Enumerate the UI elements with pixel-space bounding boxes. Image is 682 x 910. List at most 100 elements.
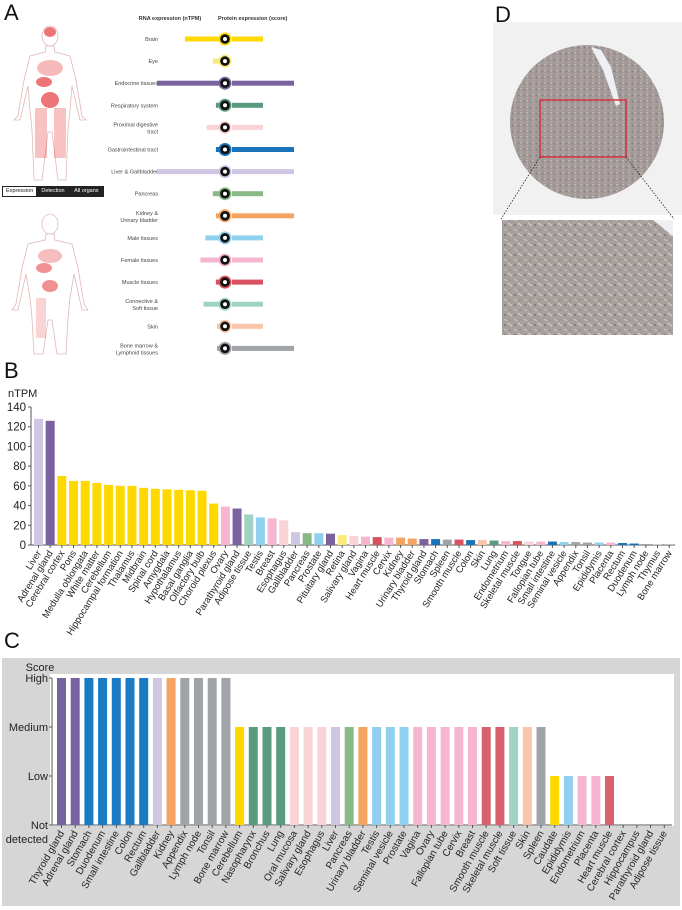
bar-colon <box>466 540 476 545</box>
organ-icon-glyph <box>223 302 227 307</box>
bar-lymph-node <box>194 678 203 825</box>
organ-icon-glyph <box>223 147 227 152</box>
organ-icon-glyph <box>223 324 227 329</box>
y-tick-label: Medium <box>9 722 48 734</box>
organ-label: Proximal digestive <box>113 122 158 128</box>
bar-stomach <box>431 539 441 545</box>
panel-label-d: D <box>495 2 511 27</box>
bar-appendix <box>571 542 581 545</box>
bar-urinary-bladder <box>407 538 417 545</box>
body-anatomy-figures <box>11 25 89 355</box>
organ-expression-list: Brain Eye Endocrine tissues Respiratory sys… <box>108 32 294 356</box>
vessel <box>591 47 620 106</box>
panel-label-a: A <box>4 0 19 25</box>
organ-row-gastrointestinal-tract: Gastrointestinal tract <box>108 143 294 156</box>
bar-spinal-cord <box>150 488 160 545</box>
organ-row-respiratory-system: Respiratory system <box>111 98 263 112</box>
y-tick-label: 120 <box>7 422 26 434</box>
protein-bar <box>232 191 263 197</box>
protein-bar <box>232 102 263 108</box>
rna-bar <box>215 279 219 285</box>
bar-bronchus <box>262 727 272 825</box>
bar-pancreas <box>344 727 354 825</box>
bar-basal-ganglia <box>185 490 195 545</box>
rna-bar <box>205 235 219 241</box>
organ-label: Kidney & <box>136 211 158 217</box>
organ-label: Gastrointestinal tract <box>108 148 159 154</box>
bar-placenta <box>591 776 601 825</box>
bar-tonsil <box>582 542 592 545</box>
bar-olfactory-bulb <box>197 490 207 545</box>
bar-caudate <box>550 776 560 825</box>
rna-bar <box>184 36 219 42</box>
toggle-expression[interactable]: Expression <box>3 187 37 196</box>
bar-placenta <box>606 542 616 545</box>
bar-kidney <box>166 678 176 825</box>
protein-bar <box>232 147 294 152</box>
panel-label-c: C <box>4 628 20 653</box>
tissue-zoom-image <box>502 220 673 335</box>
bar-small-intestine <box>111 678 121 825</box>
vessel-zoom <box>653 220 673 236</box>
bar-salivary-gland <box>303 727 313 825</box>
bar-heart-muscle <box>372 537 382 545</box>
bar-salivary-gland <box>349 536 359 545</box>
rna-bar <box>215 147 219 152</box>
bar-epididymis <box>563 776 573 825</box>
organ-row-endocrine-tissues: Endocrine tissues <box>115 76 294 90</box>
organ-row-liver-gallbladder: Liver & Gallbladder <box>111 165 294 179</box>
organ-icon-glyph <box>223 59 227 64</box>
bar-ovary <box>426 727 436 825</box>
organ-label-cont: Soft tissue <box>132 306 158 312</box>
bar-spleen <box>536 727 546 825</box>
ihc-tissue-images <box>493 22 682 335</box>
bar-lung <box>276 727 286 825</box>
organ-label: Connective & <box>125 299 158 305</box>
y-tick-label: High <box>25 673 48 685</box>
view-toggle[interactable]: Expression Detection All organs <box>2 186 104 197</box>
organ-label: Muscle tissues <box>122 280 158 286</box>
protein-bar <box>232 345 294 351</box>
organ-row-skin: Skin <box>147 319 263 333</box>
bar-parathyroid-gland <box>232 508 242 545</box>
y-tick-label: 100 <box>7 441 26 453</box>
y-tick-label: 80 <box>13 461 26 473</box>
protein-bar <box>232 36 263 42</box>
protein-bar <box>232 323 263 329</box>
bar-pituitary-gland <box>326 533 335 545</box>
toggle-all-organs[interactable]: All organs <box>74 188 99 194</box>
y-tick-label: 0 <box>20 540 26 552</box>
organ-row-connective-soft-tissue: Connective &Soft tissue <box>125 297 263 312</box>
bar-stomach <box>84 678 94 825</box>
protein-bar <box>232 169 294 175</box>
bar-medulla-oblongata <box>80 480 90 545</box>
bar-skeletal-muscle <box>512 541 522 545</box>
organ-icon-glyph <box>223 280 227 285</box>
bar-urinary-bladder <box>358 727 368 825</box>
organ-label-cont: tract <box>147 129 158 135</box>
panel-label-b: B <box>4 358 19 383</box>
protein-bar <box>232 235 263 241</box>
organ-label: Liver & Gallbladder <box>111 170 158 176</box>
bar-hippocampal-formation <box>115 485 125 545</box>
bar-lung <box>489 540 499 545</box>
protein-bar <box>232 257 263 263</box>
organ-icon-glyph <box>223 258 227 262</box>
bar-nasopharynx <box>248 727 258 825</box>
bar-smooth-muscle <box>454 539 464 545</box>
organ-row-pancreas: Pancreas <box>135 187 263 201</box>
protein-bar <box>232 80 294 86</box>
organ-label: Respiratory system <box>111 103 158 109</box>
rna-bar <box>203 301 219 307</box>
protein-bar <box>232 301 263 307</box>
toggle-detection[interactable]: Detection <box>41 188 65 194</box>
y-tick-label: 60 <box>13 481 26 493</box>
tissue-core-image <box>510 45 664 199</box>
organ-icon-glyph <box>223 103 227 108</box>
bar-pons <box>69 480 79 545</box>
bar-prostate <box>399 727 409 825</box>
y-tick-label: Low <box>28 771 48 783</box>
organ-label: Endocrine tissues <box>115 81 159 87</box>
